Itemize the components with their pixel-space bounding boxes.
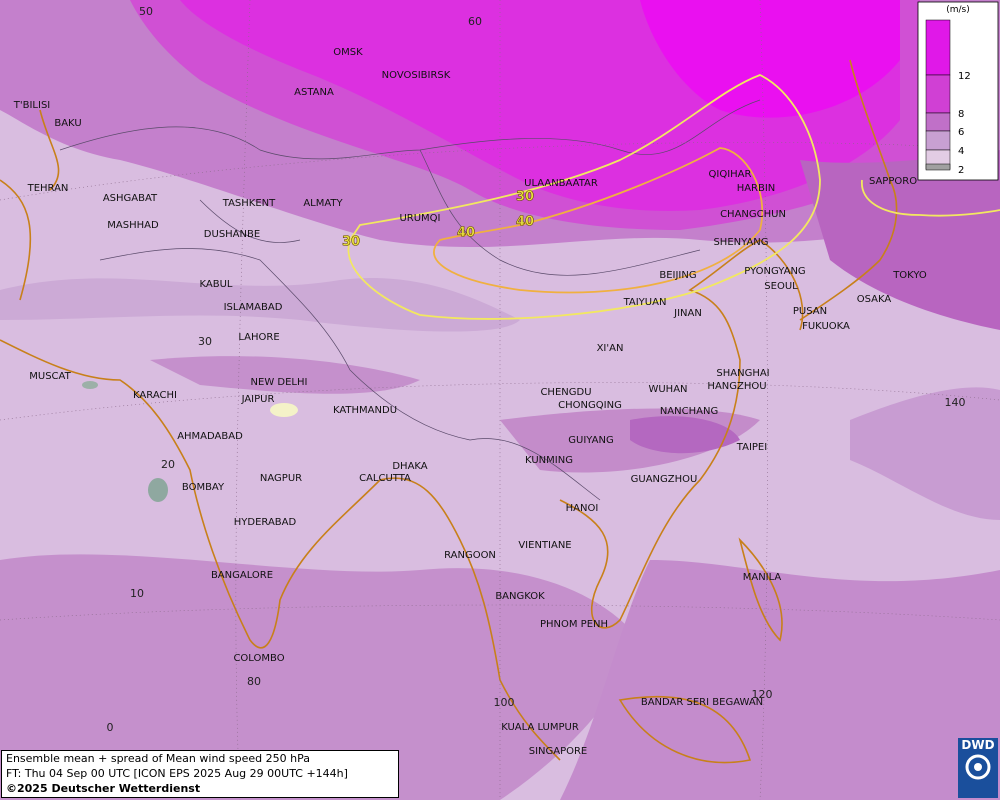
city-label: ASHGABAT: [103, 193, 158, 204]
city-label: JINAN: [673, 308, 702, 319]
city-label: XI'AN: [597, 343, 624, 354]
city-label: RANGOON: [444, 550, 496, 561]
contour-label: 40: [516, 215, 534, 230]
city-label: KUNMING: [525, 455, 573, 466]
city-label: BOMBAY: [182, 482, 225, 493]
graticule-label: 20: [161, 458, 175, 471]
city-label: NOVOSIBIRSK: [382, 70, 451, 81]
city-label: OSAKA: [857, 294, 892, 305]
city-label: WUHAN: [648, 384, 687, 395]
contours: [347, 74, 1000, 320]
graticule-label: 50: [139, 5, 153, 18]
contour-label: 30: [342, 235, 360, 250]
legend-label: 2: [958, 165, 964, 176]
city-label: VIENTIANE: [518, 540, 571, 551]
city-label: BEIJING: [659, 270, 696, 281]
city-label: HANOI: [566, 503, 599, 514]
city-label: GUANGZHOU: [631, 474, 698, 485]
city-label: BANGKOK: [495, 591, 545, 602]
city-label: MASHHAD: [107, 220, 159, 231]
city-label: HARBIN: [737, 183, 776, 194]
city-label: FUKUOKA: [802, 321, 850, 332]
city-label: CHENGDU: [540, 387, 591, 398]
city-label: SEOUL: [764, 281, 798, 292]
graticule-label: 30: [198, 335, 212, 348]
city-label: MANILA: [743, 572, 782, 583]
city-label: ASTANA: [294, 87, 334, 98]
graticule-label: 140: [945, 396, 966, 409]
city-label: KUALA LUMPUR: [501, 722, 579, 733]
city-label: DUSHANBE: [204, 229, 260, 240]
graticule-label: 120: [752, 688, 773, 701]
city-label: URUMQI: [399, 213, 440, 224]
city-label: NAGPUR: [260, 473, 302, 484]
city-label: PHNOM PENH: [540, 619, 608, 630]
city-label: OMSK: [333, 47, 363, 58]
city-label: T'BILISI: [13, 100, 50, 111]
city-label: BAKU: [54, 118, 81, 129]
city-label: TAIYUAN: [623, 297, 667, 308]
footer-title: Ensemble mean + spread of Mean wind spee…: [6, 752, 310, 765]
graticule-label: 100: [494, 696, 515, 709]
city-label: GUIYANG: [568, 435, 613, 446]
city-label: TEHRAN: [27, 183, 69, 194]
city-label: DHAKA: [392, 461, 427, 472]
city-label: ISLAMABAD: [224, 302, 283, 313]
city-label: SINGAPORE: [529, 746, 588, 757]
footer-time: FT: Thu 04 Sep 00 UTC [ICON EPS 2025 Aug…: [6, 767, 348, 780]
city-label: NEW DELHI: [251, 377, 308, 388]
city-label: KABUL: [200, 279, 233, 290]
city-label: HANGZHOU: [707, 381, 766, 392]
logo: DWD: [958, 738, 998, 798]
city-label: ALMATY: [303, 198, 343, 209]
legend-label: 8: [958, 109, 964, 120]
city-label: CHONGQING: [558, 400, 622, 411]
city-label: SHANGHAI: [716, 368, 769, 379]
legend-unit: (m/s): [946, 5, 970, 15]
city-label: SHENYANG: [713, 237, 768, 248]
city-label: SAPPORO: [869, 176, 917, 187]
logo-icon: [965, 754, 991, 780]
footer-copyright: ©2025 Deutscher Wetterdienst: [6, 782, 201, 795]
city-label: TAIPEI: [736, 442, 767, 453]
graticule-label: 60: [468, 15, 482, 28]
graticule-label: 80: [247, 675, 261, 688]
legend-label: 6: [958, 127, 964, 138]
legend-label: 12: [958, 71, 971, 82]
city-label: CALCUTTA: [359, 473, 411, 484]
city-label: LAHORE: [238, 332, 279, 343]
city-label: MUSCAT: [29, 371, 71, 382]
city-label: CHANGCHUN: [720, 209, 786, 220]
contour-label: 30: [516, 190, 534, 205]
city-label: COLOMBO: [233, 653, 284, 664]
city-label: KATHMANDU: [333, 405, 397, 416]
footer: Ensemble mean + spread of Mean wind spee…: [1, 750, 399, 798]
city-label: AHMADABAD: [177, 431, 243, 442]
city-label: HYDERABAD: [234, 517, 297, 528]
city-label: KARACHI: [133, 390, 177, 401]
city-label: TASHKENT: [222, 198, 276, 209]
graticule-label: 10: [130, 587, 144, 600]
city-label: QIQIHAR: [709, 169, 752, 180]
city-label: PYONGYANG: [744, 266, 805, 277]
logo-text: DWD: [961, 738, 995, 752]
city-label: NANCHANG: [660, 406, 718, 417]
graticule-label: 0: [107, 721, 114, 734]
city-label: BANDAR SERI BEGAWAN: [641, 697, 763, 708]
contour-label: 40: [457, 226, 475, 241]
city-label: BANGALORE: [211, 570, 273, 581]
city-label: PUSAN: [793, 306, 827, 317]
city-label: ULAANBAATAR: [524, 178, 598, 189]
legend-label: 4: [958, 146, 964, 157]
city-label: JAIPUR: [241, 394, 275, 405]
city-label: TOKYO: [892, 270, 927, 281]
legend: (m/s) 12 8 6 4 2: [917, 1, 999, 181]
